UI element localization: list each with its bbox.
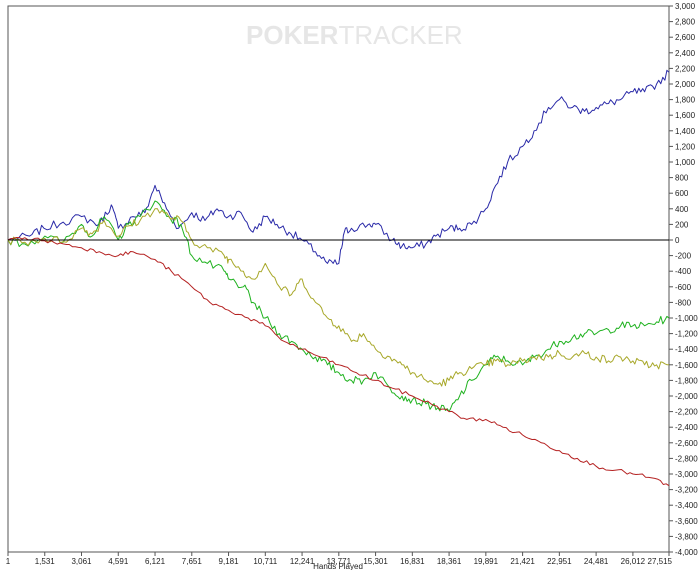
y-tick-label: -1,400 [675,345,698,354]
x-tick-label: 16,831 [400,557,425,566]
x-tick-label: 1,531 [35,557,56,566]
watermark-part2: TRACKER [338,20,462,50]
x-tick-label: 10,711 [253,557,277,566]
x-tick-label: 21,421 [510,557,535,566]
y-tick-label: 1,800 [675,96,696,105]
y-tick-label: -2,600 [675,439,698,448]
y-tick-label: -2,200 [675,408,698,417]
y-tick-label: -4,000 [675,548,698,557]
y-tick-label: -3,000 [675,470,698,479]
series-line-3 [7,208,670,387]
y-tick-label: -600 [675,283,692,292]
x-tick-label: 4,591 [108,557,129,566]
y-tick-label: -1,800 [675,376,698,385]
x-tick-label: 12,241 [290,557,315,566]
y-tick-label: -1,200 [675,330,698,339]
y-axis: 3,000 2,800 2,600 2,400 2,200 2,000 1,800 1,600… [669,2,698,557]
series-line-4 [7,237,670,487]
y-tick-label: -2,000 [675,392,698,401]
plot-area [7,5,670,553]
x-tick-label: 13,771 [327,557,352,566]
x-tick-label: 1 [6,557,11,566]
y-tick-label: -2,800 [675,454,698,463]
x-tick-label: 22,951 [547,557,572,566]
watermark-part1: POKER [246,20,339,50]
x-tick-label: 3,061 [71,557,92,566]
y-tick-label: -400 [675,267,692,276]
y-tick-label: 3,000 [675,2,696,11]
y-tick-label: 600 [675,189,689,198]
y-tick-label: 1,200 [675,142,696,151]
y-tick-label: -3,800 [675,532,698,541]
y-tick-label: 1,400 [675,127,696,136]
y-tick-label: -800 [675,298,692,307]
x-axis: 1 1,531 3,061 4,591 6,121 7,651 9,181 10,711 12,… [6,552,673,566]
x-tick-label: 19,891 [474,557,499,566]
y-tick-label: -3,200 [675,486,698,495]
x-tick-label: 9,181 [219,557,240,566]
y-tick-label: -3,600 [675,517,698,526]
y-tick-label: 2,000 [675,80,696,89]
y-tick-label: 2,800 [675,18,696,27]
y-tick-label: 1,600 [675,111,696,120]
y-tick-label: 800 [675,174,689,183]
y-tick-label: -2,400 [675,423,698,432]
y-tick-label: 2,600 [675,33,696,42]
series-line-1 [7,69,670,265]
x-tick-label: 7,651 [182,557,203,566]
watermark: POKERTRACKER [246,20,463,50]
y-tick-label: -1,000 [675,314,698,323]
x-tick-label: 18,361 [437,557,462,566]
y-tick-label: -200 [675,252,692,261]
x-tick-label: 27,515 [648,557,673,566]
y-tick-label: 1,000 [675,158,696,167]
y-tick-label: -1,600 [675,361,698,370]
x-tick-label: 6,121 [145,557,166,566]
y-tick-label: 2,200 [675,64,696,73]
y-tick-label: 200 [675,220,689,229]
y-tick-label: 2,400 [675,49,696,58]
x-tick-label: 24,481 [584,557,609,566]
series-layer [7,69,670,487]
x-tick-label: 26,012 [621,557,646,566]
y-tick-label: 400 [675,205,689,214]
y-tick-label: -3,400 [675,501,698,510]
y-tick-label: 0 [675,236,680,245]
x-axis-label: Hands Played [313,562,363,570]
x-tick-label: 15,301 [363,557,388,566]
series-line-2 [7,200,670,413]
